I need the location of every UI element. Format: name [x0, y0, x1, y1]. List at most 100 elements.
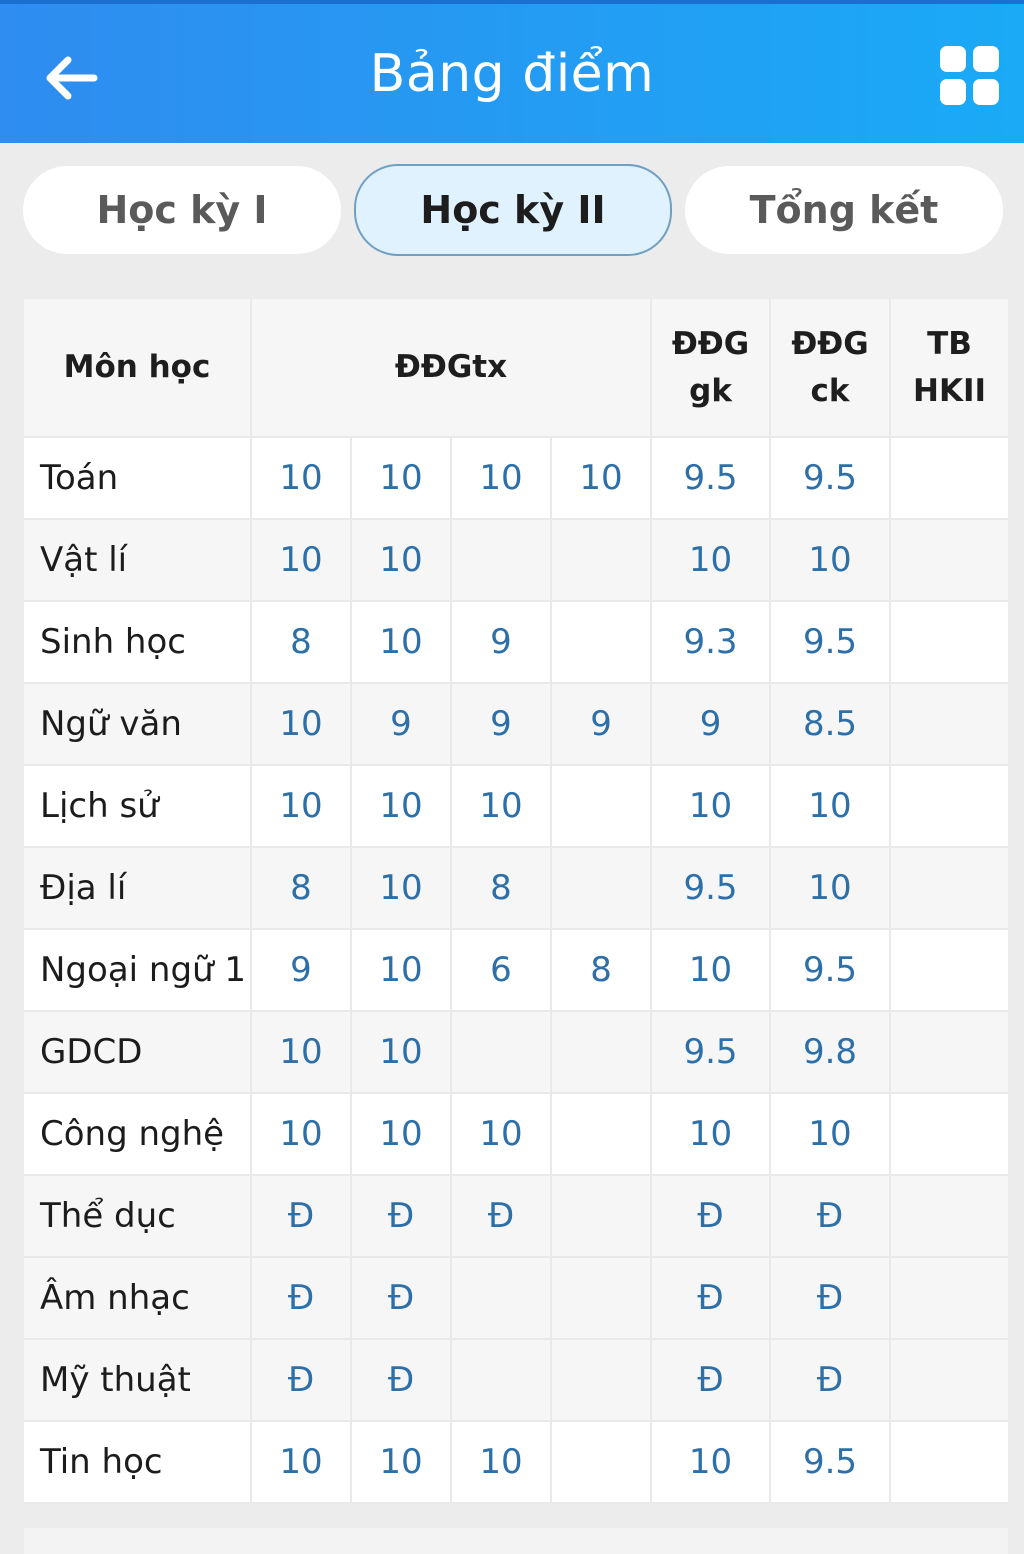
gk-score-cell: Đ — [651, 1339, 772, 1422]
subject-cell: Âm nhạc — [24, 1257, 252, 1340]
grid-icon — [940, 46, 999, 105]
arrow-left-icon — [46, 56, 98, 100]
tx-score-cell: 10 — [351, 519, 452, 602]
gk-score-cell: 9.5 — [651, 437, 772, 520]
tx-score-cell: Đ — [251, 1339, 352, 1422]
tx-score-cell: 10 — [451, 1093, 552, 1176]
tx-score-cell: 8 — [551, 929, 653, 1012]
header-ddg-gk: ĐĐG gk — [651, 299, 772, 438]
subject-cell: Sinh học — [24, 601, 252, 684]
tx-score-cell: 9 — [251, 929, 352, 1012]
table-row: Mỹ thuật Đ Đ Đ Đ — [24, 1339, 1009, 1422]
subject-cell: Ngữ văn — [24, 683, 252, 766]
grade-table-container: Môn học ĐĐGtx ĐĐG gk ĐĐG ck TB HKII Toán 10… — [24, 299, 1009, 1504]
tx-score-cell: 8 — [251, 601, 352, 684]
tx-score-cell: 10 — [251, 519, 352, 602]
gk-score-cell: 9.5 — [651, 1011, 772, 1094]
ck-score-cell: 8.5 — [770, 683, 892, 766]
tx-score-cell: 8 — [451, 847, 552, 930]
grid-menu-button[interactable] — [940, 46, 1000, 106]
tx-score-cell — [551, 1257, 653, 1340]
tx-score-cell — [551, 1093, 653, 1176]
tb-score-cell — [890, 1011, 1009, 1094]
table-row: Công nghệ 10 10 10 10 10 — [24, 1093, 1009, 1176]
gk-score-cell: Đ — [651, 1175, 772, 1258]
tx-score-cell — [551, 1421, 653, 1504]
tx-score-cell: Đ — [351, 1257, 452, 1340]
table-row: Thể dục Đ Đ Đ Đ Đ — [24, 1175, 1009, 1258]
tb-score-cell — [890, 1339, 1009, 1422]
header-ddgtx: ĐĐGtx — [251, 299, 653, 438]
table-row: Địa lí 8 10 8 9.5 10 — [24, 847, 1009, 930]
tx-score-cell — [551, 601, 653, 684]
tx-score-cell: 10 — [351, 1011, 452, 1094]
tab-tong-ket[interactable]: Tổng kết — [685, 166, 1003, 254]
back-button[interactable] — [44, 50, 100, 106]
tx-score-cell: 8 — [251, 847, 352, 930]
gk-score-cell: 10 — [651, 929, 772, 1012]
table-row: Tin học 10 10 10 10 9.5 — [24, 1421, 1009, 1504]
table-row: Toán 10 10 10 10 9.5 9.5 — [24, 437, 1009, 520]
table-footer — [24, 1528, 1008, 1554]
tb-score-cell — [890, 847, 1009, 930]
subject-cell: Thể dục — [24, 1175, 252, 1258]
tb-score-cell — [890, 929, 1009, 1012]
gk-score-cell: 10 — [651, 765, 772, 848]
header-ddg-gk-line2: gk — [689, 372, 732, 409]
ck-score-cell: Đ — [770, 1339, 892, 1422]
table-row: Lịch sử 10 10 10 10 10 — [24, 765, 1009, 848]
header-subject: Môn học — [24, 299, 252, 438]
tx-score-cell: 10 — [251, 437, 352, 520]
subject-cell: Toán — [24, 437, 252, 520]
gk-score-cell: 9.3 — [651, 601, 772, 684]
tx-score-cell: 10 — [351, 765, 452, 848]
subject-cell: Lịch sử — [24, 765, 252, 848]
header-ddg-ck-line1: ĐĐG — [791, 325, 869, 362]
tx-score-cell: Đ — [251, 1175, 352, 1258]
tx-score-cell: 9 — [551, 683, 653, 766]
tx-score-cell: 10 — [251, 1421, 352, 1504]
tx-score-cell — [551, 765, 653, 848]
ck-score-cell: 10 — [770, 847, 892, 930]
subject-cell: Công nghệ — [24, 1093, 252, 1176]
table-row: Ngoại ngữ 1 9 10 6 8 10 9.5 — [24, 929, 1009, 1012]
ck-score-cell: 9.5 — [770, 929, 892, 1012]
gk-score-cell: 10 — [651, 1421, 772, 1504]
tx-score-cell: 10 — [351, 1093, 452, 1176]
ck-score-cell: 10 — [770, 519, 892, 602]
tx-score-cell — [551, 1339, 653, 1422]
tb-score-cell — [890, 1421, 1009, 1504]
ck-score-cell: 9.8 — [770, 1011, 892, 1094]
tx-score-cell: 10 — [251, 1093, 352, 1176]
table-row: Âm nhạc Đ Đ Đ Đ — [24, 1257, 1009, 1340]
tb-score-cell — [890, 1175, 1009, 1258]
semester-tabs: Học kỳ I Học kỳ II Tổng kết — [0, 143, 1024, 277]
tx-score-cell: 9 — [451, 683, 552, 766]
tx-score-cell — [451, 519, 552, 602]
subject-cell: Ngoại ngữ 1 — [24, 929, 252, 1012]
tb-score-cell — [890, 765, 1009, 848]
gk-score-cell: 9 — [651, 683, 772, 766]
tx-score-cell: 10 — [251, 765, 352, 848]
subject-cell: Mỹ thuật — [24, 1339, 252, 1422]
tx-score-cell: 10 — [451, 1421, 552, 1504]
tx-score-cell: 10 — [451, 765, 552, 848]
table-row: Ngữ văn 10 9 9 9 9 8.5 — [24, 683, 1009, 766]
tb-score-cell — [890, 519, 1009, 602]
tx-score-cell — [551, 519, 653, 602]
tx-score-cell — [451, 1257, 552, 1340]
tb-score-cell — [890, 601, 1009, 684]
tab-hoc-ky-1[interactable]: Học kỳ I — [23, 166, 341, 254]
tx-score-cell: 9 — [351, 683, 452, 766]
tx-score-cell: 10 — [351, 929, 452, 1012]
tab-hoc-ky-2[interactable]: Học kỳ II — [354, 164, 672, 256]
tx-score-cell: 10 — [351, 437, 452, 520]
ck-score-cell: 10 — [770, 765, 892, 848]
tx-score-cell: 10 — [351, 1421, 452, 1504]
tx-score-cell — [551, 847, 653, 930]
subject-cell: Địa lí — [24, 847, 252, 930]
gk-score-cell: 10 — [651, 1093, 772, 1176]
tx-score-cell — [451, 1339, 552, 1422]
tx-score-cell — [451, 1011, 552, 1094]
tx-score-cell: 9 — [451, 601, 552, 684]
